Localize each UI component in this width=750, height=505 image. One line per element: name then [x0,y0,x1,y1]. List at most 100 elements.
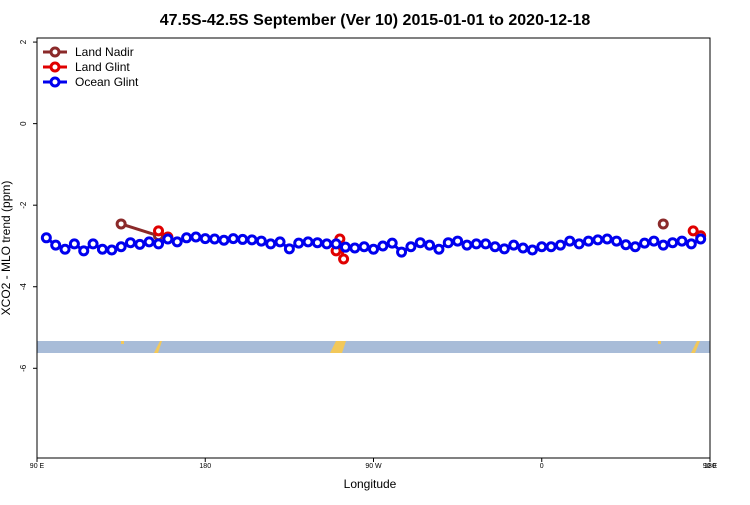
data-point [461,239,473,251]
legend-label: Land Nadir [75,45,134,59]
data-point [601,233,613,245]
legend-item: Land Glint [43,60,130,74]
data-point [115,241,127,253]
data-point [134,238,146,250]
data-point [339,241,351,253]
data-point [629,241,641,253]
data-point [246,234,258,246]
legend-label: Ocean Glint [75,75,139,89]
data-point [657,218,669,230]
chart-title: 47.5S-42.5S September (Ver 10) 2015-01-0… [160,12,591,29]
data-point [536,241,548,253]
data-point [396,246,408,258]
data-point [87,238,99,250]
data-point [564,235,576,247]
data-point [190,231,202,243]
data-point [330,238,342,250]
x-tick-label: 90 W [365,463,382,470]
data-point [153,238,165,250]
data-point [115,218,127,230]
data-point [452,235,464,247]
data-point [687,225,699,237]
surface-band [37,341,710,353]
x-tick-label: 0 [540,463,544,470]
data-point [227,233,239,245]
data-point [657,239,669,251]
data-point [545,241,557,253]
data-point [265,238,277,250]
legend-marker [49,61,61,73]
data-point [311,237,323,249]
data-point [358,241,370,253]
data-point [685,238,697,250]
data-point [338,253,350,265]
x-tick-label: 180 [199,463,211,470]
data-point [498,243,510,255]
data-point [517,242,529,254]
land-marks [121,341,700,353]
data-point [582,235,594,247]
data-point [153,225,165,237]
data-point [554,239,566,251]
data-point [78,245,90,257]
y-tick-label: -4 [19,283,28,291]
data-point [508,239,520,251]
data-point [124,237,136,249]
data-point [349,242,361,254]
data-point [59,243,71,255]
y-axis-label: XCO2 - MLO trend (ppm) [0,181,13,316]
data-point [293,237,305,249]
data-point [592,234,604,246]
data-point [414,237,426,249]
data-point [96,243,108,255]
data-point [405,241,417,253]
data-point [255,235,267,247]
y-tick-label: -2 [19,201,28,209]
y-tick-label: -6 [19,364,28,372]
data-point [433,243,445,255]
data-point [368,243,379,255]
legend-marker [49,46,61,58]
data-point [283,243,295,255]
data-point [648,235,660,247]
data-point [377,240,389,252]
data-point [676,235,688,247]
x-axis-label: Longitude [344,477,397,491]
x-tick-label: 90 E [30,463,45,470]
data-point [218,234,230,246]
data-point [695,233,707,245]
x-tick-label: 90 E [703,463,718,470]
data-point [143,236,155,248]
data-point [667,237,679,249]
data-point [171,236,183,248]
data-point [181,232,193,244]
data-point [573,238,585,250]
data-point [470,238,482,250]
data-point [611,235,623,247]
data-point [526,244,538,256]
data-point [302,236,314,248]
data-point [442,237,454,249]
data-point [639,237,651,249]
data-point [162,233,174,245]
legend-label: Land Glint [75,60,130,74]
data-point [480,238,492,250]
data-point [106,244,118,256]
data-point [620,239,632,251]
legend-marker [49,76,61,88]
data-point [274,236,286,248]
data-point [209,233,221,245]
data-point [50,239,62,251]
data-point [237,233,249,245]
data-point [321,238,333,250]
x-tick-label: 180 [704,463,716,470]
legend-item: Land Nadir [43,45,134,59]
data-point [489,241,501,253]
series [40,231,707,258]
legend-item: Ocean Glint [43,75,139,89]
y-tick-label: 2 [19,39,28,44]
data-point [386,237,398,249]
data-point [40,232,52,244]
data-point [68,238,80,250]
